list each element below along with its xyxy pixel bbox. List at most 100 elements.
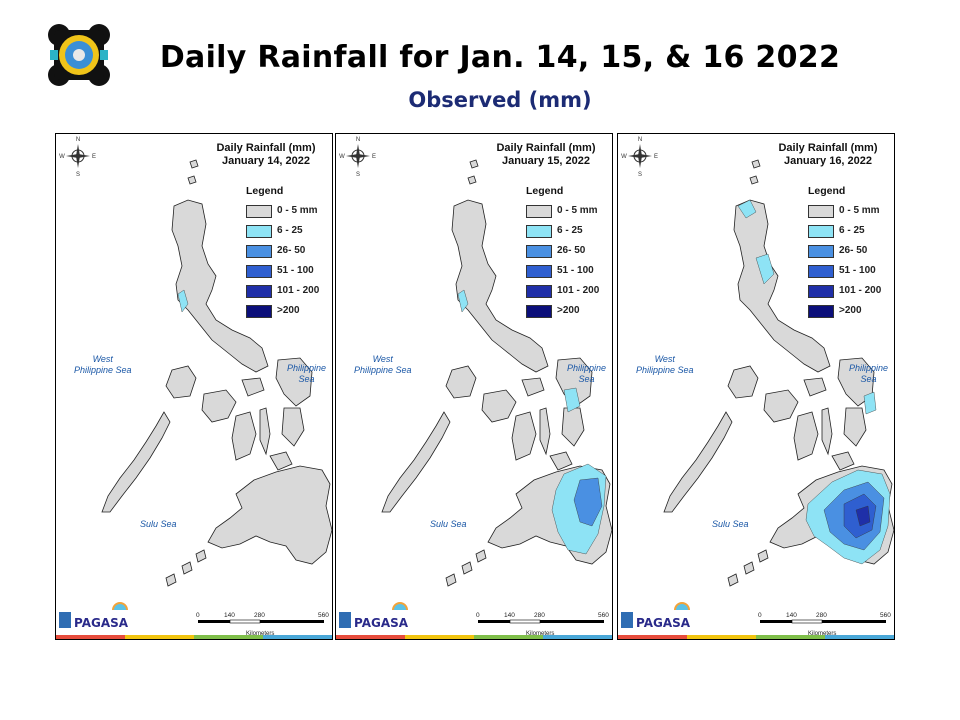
rainfall-area <box>737 199 757 219</box>
legend-swatch <box>246 265 272 278</box>
philippines-map: N S E W <box>59 137 332 628</box>
scale-tick-560: 560 <box>880 612 891 619</box>
island-shape <box>189 159 199 169</box>
panel-title: Daily Rainfall (mm) January 15, 2022 <box>496 142 596 167</box>
island-shape <box>763 389 799 423</box>
compass-icon: N S E W <box>621 137 658 178</box>
island-shape <box>101 411 171 513</box>
island-shape <box>831 451 855 471</box>
island-shape <box>727 573 739 587</box>
page-title: Daily Rainfall for Jan. 14, 15, & 16 202… <box>159 40 841 75</box>
color-strip <box>618 635 894 639</box>
island-shape <box>445 365 477 399</box>
legend-title: Legend <box>246 185 284 197</box>
island-shape <box>793 411 819 461</box>
svg-text:N: N <box>356 137 360 143</box>
pagasa-wordmark: PAGASA <box>74 616 129 630</box>
scale-bar <box>478 619 604 624</box>
legend-swatch <box>526 305 552 318</box>
island-shape <box>751 159 761 169</box>
legend-title: Legend <box>526 185 564 197</box>
legend-title: Legend <box>808 185 846 197</box>
sea-label-sulu: Sulu Sea <box>712 519 749 529</box>
rainfall-overlay <box>177 289 189 313</box>
sea-label-east: Philippine Sea <box>848 363 889 384</box>
island-shape <box>727 365 759 399</box>
island-shape <box>467 175 477 185</box>
island-shape <box>275 357 313 407</box>
island-shape <box>749 175 759 185</box>
map-panel-jan-16: N S E W Daily Rainfall (mm) January 16, … <box>617 133 895 640</box>
panel-title: Daily Rainfall (mm) January 14, 2022 <box>216 142 316 167</box>
island-shape <box>475 549 487 563</box>
sea-label-sulu: Sulu Sea <box>430 519 467 529</box>
sea-label-west: West Philippine Sea <box>354 354 412 375</box>
scale-tick-0: 0 <box>476 612 480 619</box>
island-shape <box>259 407 271 456</box>
legend-label: 6 - 25 <box>557 225 583 236</box>
scale-unit: Kilometers <box>526 631 555 637</box>
scale-tick-560: 560 <box>318 612 329 619</box>
svg-text:W: W <box>59 154 65 160</box>
island-shape <box>207 465 332 565</box>
legend-label: >200 <box>557 305 580 316</box>
legend-label: 6 - 25 <box>839 225 865 236</box>
scale-tick-0: 0 <box>196 612 200 619</box>
rainfall-area <box>573 477 603 527</box>
legend-label: >200 <box>839 305 862 316</box>
legend-swatch <box>808 305 834 318</box>
scale-bar <box>760 619 886 624</box>
legend-swatch <box>526 245 552 258</box>
island-shape <box>843 407 867 447</box>
island-shape <box>821 407 833 456</box>
island-shape <box>549 451 573 471</box>
rainfall-area <box>755 253 775 285</box>
sea-label-east: Philippine Sea <box>566 363 607 384</box>
island-shape <box>165 573 177 587</box>
island-shape <box>663 411 733 513</box>
philippines-map: N S E W <box>339 137 612 628</box>
legend-swatch <box>808 225 834 238</box>
legend-label: 26- 50 <box>557 245 586 256</box>
scale-unit: Kilometers <box>808 631 837 637</box>
dost-logo <box>48 24 110 86</box>
map-panel-jan-14: N S E W Daily Rainfall (mm) January 14, … <box>55 133 333 640</box>
pagasa-logo-icon <box>621 602 690 628</box>
island-shape <box>743 561 755 575</box>
island-shape <box>451 199 549 373</box>
sea-label-west: West Philippine Sea <box>74 354 132 375</box>
legend-label: 51 - 100 <box>557 265 594 276</box>
svg-text:N: N <box>638 137 642 143</box>
legend-swatch <box>246 225 272 238</box>
scale-tick-0: 0 <box>758 612 762 619</box>
island-shape <box>281 407 305 447</box>
svg-text:E: E <box>92 154 96 160</box>
sea-label-east: Philippine Sea <box>286 363 327 384</box>
scale-tick-280: 280 <box>254 612 265 619</box>
island-shape <box>481 389 517 423</box>
rainfall-area <box>177 289 189 313</box>
compass-icon: N S E W <box>59 137 96 178</box>
svg-text:S: S <box>638 172 642 178</box>
legend-label: 0 - 5 mm <box>557 205 598 216</box>
pagasa-wordmark: PAGASA <box>354 616 409 630</box>
scale-tick-140: 140 <box>224 612 235 619</box>
scale-tick-280: 280 <box>534 612 545 619</box>
svg-text:E: E <box>654 154 658 160</box>
legend-label: 6 - 25 <box>277 225 303 236</box>
svg-text:N: N <box>76 137 80 143</box>
islands <box>101 159 332 587</box>
rainfall-overlay <box>457 289 607 555</box>
legend-label: 101 - 200 <box>839 285 882 296</box>
island-shape <box>195 549 207 563</box>
island-shape <box>445 573 457 587</box>
rainfall-area <box>563 387 581 413</box>
legend-swatch <box>526 265 552 278</box>
rainfall-area <box>855 505 871 527</box>
legend-label: 101 - 200 <box>277 285 320 296</box>
scale-unit: Kilometers <box>246 631 275 637</box>
scale-tick-560: 560 <box>598 612 609 619</box>
legend-swatch <box>246 245 272 258</box>
scale-tick-140: 140 <box>786 612 797 619</box>
svg-text:W: W <box>621 154 627 160</box>
